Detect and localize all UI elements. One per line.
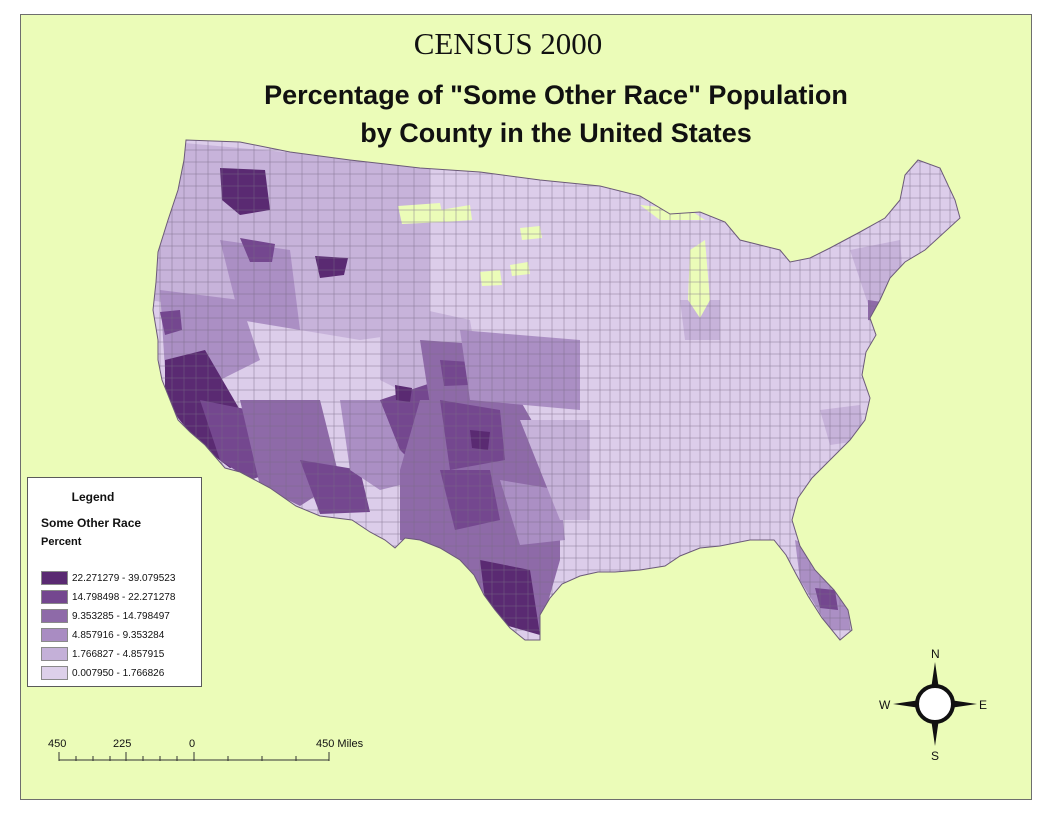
legend-swatch	[41, 666, 68, 680]
legend-class-label: 9.353285 - 14.798497	[72, 610, 170, 622]
legend-class-label: 0.007950 - 1.766826	[72, 667, 165, 679]
legend-unit: Percent	[41, 536, 82, 548]
legend-title: Legend	[71, 490, 115, 504]
legend-box: Legend Some Other Race Percent 22.271279…	[27, 477, 202, 687]
legend-swatch	[41, 590, 68, 604]
scale-label-0: 0	[189, 738, 196, 750]
legend-class-3: 4.857916 - 9.353284	[41, 628, 164, 642]
scale-label-225: 225	[113, 738, 132, 750]
legend-swatch	[41, 571, 68, 585]
legend-class-2: 9.353285 - 14.798497	[41, 609, 170, 623]
compass-north-label: N	[931, 647, 940, 661]
map-title-line-2: by County in the United States	[360, 118, 752, 148]
legend-class-1: 14.798498 - 22.271278	[41, 590, 175, 604]
census-heading: CENSUS 2000	[413, 26, 603, 61]
legend-subtitle: Some Other Race	[41, 516, 142, 530]
legend-class-label: 4.857916 - 9.353284	[72, 629, 165, 641]
map-title: Percentage of "Some Other Race" Populati…	[206, 76, 906, 152]
legend-class-label: 1.766827 - 4.857915	[72, 648, 165, 660]
map-title-line-1: Percentage of "Some Other Race" Populati…	[264, 80, 848, 110]
compass-east-label: E	[979, 698, 988, 712]
legend-class-5: 0.007950 - 1.766826	[41, 666, 164, 680]
compass-west-label: W	[879, 698, 891, 712]
legend-class-label: 22.271279 - 39.079523	[72, 572, 176, 584]
legend-class-4: 1.766827 - 4.857915	[41, 647, 164, 661]
legend-swatch	[41, 628, 68, 642]
scale-label-450-miles: 450 Miles	[316, 738, 364, 750]
legend-swatch	[41, 609, 68, 623]
legend-swatch	[41, 647, 68, 661]
compass-south-label: S	[931, 749, 940, 763]
legend-class-label: 14.798498 - 22.271278	[72, 591, 176, 603]
legend-class-0: 22.271279 - 39.079523	[41, 571, 175, 585]
scale-label-450-left: 450	[48, 738, 67, 750]
